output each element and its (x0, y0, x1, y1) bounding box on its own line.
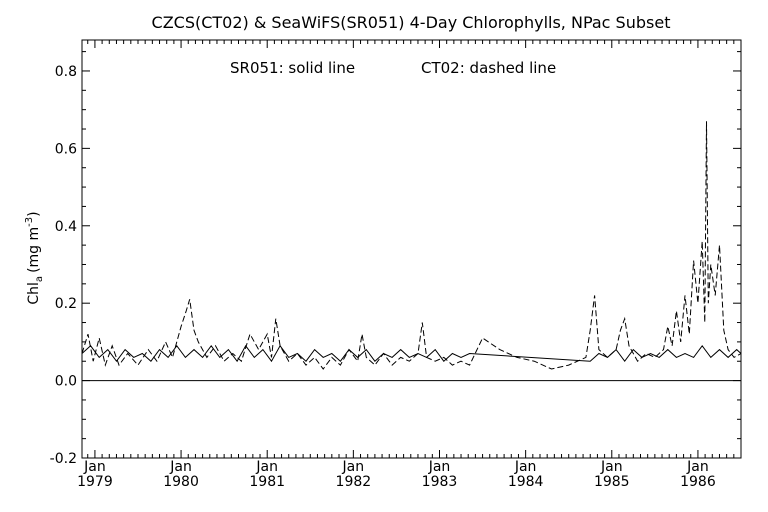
x-tick-label-month: Jan (83, 459, 106, 475)
series-line-sr051 (81, 344, 742, 363)
y-axis-label-superscript: -3 (24, 217, 35, 227)
x-tick-label-year: 1982 (336, 474, 372, 490)
x-tick-label-month: Jan (428, 459, 451, 475)
x-tick-label-month: Jan (514, 459, 537, 475)
x-tick-label-month: Jan (169, 459, 192, 475)
y-axis-label-close: ) (26, 211, 42, 216)
y-tick-label: 0.2 (55, 296, 77, 312)
x-tick-label-year: 1979 (77, 474, 113, 490)
x-tick-label-year: 1980 (163, 474, 199, 490)
plot-area: -0.20.00.20.40.60.8Jan1979Jan1980Jan1981… (50, 39, 742, 490)
plot-frame (81, 39, 742, 459)
x-tick-label-year: 1984 (508, 474, 544, 490)
y-tick-label: 0.6 (55, 141, 77, 157)
y-tick-label: -0.2 (50, 451, 77, 467)
y-tick-label: 0.8 (55, 64, 77, 80)
x-tick-label-month: Jan (342, 459, 365, 475)
chart-title: CZCS(CT02) & SeaWiFS(SR051) 4-Day Chloro… (152, 13, 671, 32)
x-tick-label-year: 1981 (249, 474, 285, 490)
y-axis-label-subscript: a (34, 276, 45, 282)
y-axis-label-main: Chl (26, 282, 42, 305)
y-axis-label-unit: (mg m (26, 227, 42, 273)
series-line-ct02 (81, 121, 742, 370)
y-tick-label: 0.4 (55, 219, 77, 235)
x-tick-label-month: Jan (255, 459, 278, 475)
x-tick-label-year: 1985 (594, 474, 630, 490)
y-tick-label: 0.0 (55, 374, 77, 390)
annotation-dashed: CT02: dashed line (421, 59, 556, 77)
x-tick-label-month: Jan (686, 459, 709, 475)
x-tick-label-month: Jan (600, 459, 623, 475)
y-axis-label: Chla (mg m-3) (24, 211, 45, 304)
x-tick-label-year: 1983 (422, 474, 458, 490)
x-tick-label-year: 1986 (680, 474, 716, 490)
annotation-solid: SR051: solid line (230, 59, 355, 77)
